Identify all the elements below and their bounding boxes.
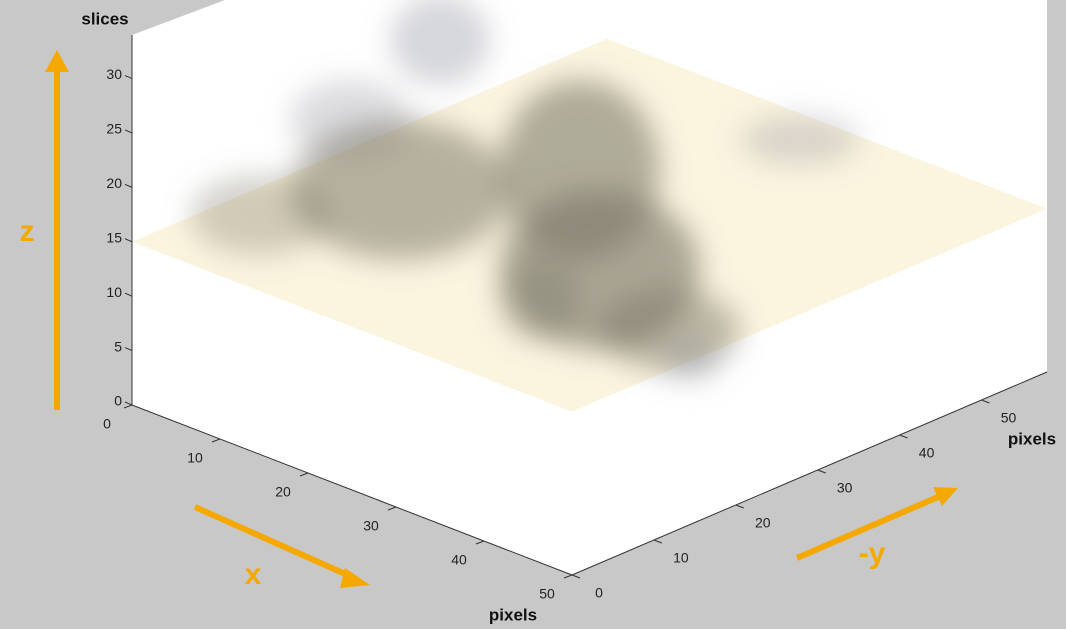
y-tick-label: 40: [919, 445, 935, 461]
annotation: -y: [859, 537, 886, 570]
x-tick-label: 40: [451, 552, 467, 568]
z-tick: [125, 184, 132, 187]
z-tick-label: 0: [114, 393, 122, 409]
y-tick-label: 20: [755, 515, 771, 531]
chart: 0 5 10 15 20 25 30 0 10 20 30 40 50 0 10 20 30 40 50 z x -…: [0, 0, 1066, 629]
annotation: z: [20, 215, 35, 248]
x-axis-label: pixels: [489, 605, 537, 624]
y-tick-label: 0: [595, 585, 603, 601]
z-tick-label: 10: [106, 284, 122, 300]
z-tick: [125, 293, 132, 296]
x-tick-label: 10: [187, 450, 203, 466]
x-tick: [564, 575, 572, 578]
y-axis-label: pixels: [1008, 429, 1056, 448]
annotation: x: [245, 558, 262, 591]
y-tick-label: 10: [673, 550, 689, 566]
y-tick-label: 30: [837, 480, 853, 496]
z-tick: [125, 239, 132, 242]
y-tick: [900, 435, 908, 438]
y-tick: [572, 575, 580, 578]
x-tick-label: 30: [363, 518, 379, 534]
x-tick-label: 20: [275, 484, 291, 500]
z-tick-label: 30: [106, 66, 122, 82]
y-tick: [736, 505, 744, 508]
z-tick-label: 5: [114, 338, 122, 354]
z-tick-label: 20: [106, 175, 122, 191]
y-tick-label: 50: [1001, 410, 1017, 426]
z-tick: [125, 402, 132, 405]
z-axis-label: slices: [81, 9, 128, 28]
z-tick: [125, 348, 132, 351]
x-tick-label: 50: [539, 586, 555, 602]
z-tick: [125, 76, 132, 79]
y-tick: [818, 470, 826, 473]
x-tick-label: 0: [103, 416, 111, 432]
x-tick: [300, 473, 308, 476]
x-tick: [388, 507, 396, 510]
y-tick: [654, 540, 662, 543]
x-tick: [212, 439, 220, 442]
x-tick: [476, 541, 484, 544]
x-tick: [124, 405, 132, 408]
z-tick-label: 25: [106, 121, 122, 137]
z-tick: [125, 130, 132, 133]
page: {"chart_data": {"type": "volume", "xlabe…: [0, 0, 1066, 629]
z-tick-label: 15: [106, 229, 122, 245]
y-tick: [981, 400, 989, 403]
